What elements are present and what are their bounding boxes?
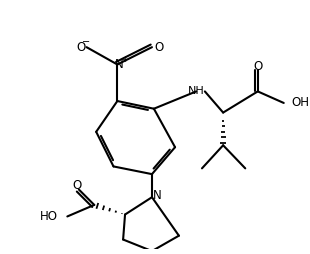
Text: N: N [153, 189, 161, 202]
Text: O: O [154, 41, 163, 54]
Text: +: + [121, 55, 129, 64]
Text: −: − [82, 37, 90, 47]
Text: OH: OH [291, 97, 309, 109]
Text: O: O [253, 60, 262, 73]
Text: O: O [72, 179, 82, 192]
Text: HO: HO [40, 210, 58, 223]
Text: O: O [76, 41, 86, 54]
Text: N: N [115, 58, 124, 71]
Text: NH: NH [188, 86, 205, 97]
